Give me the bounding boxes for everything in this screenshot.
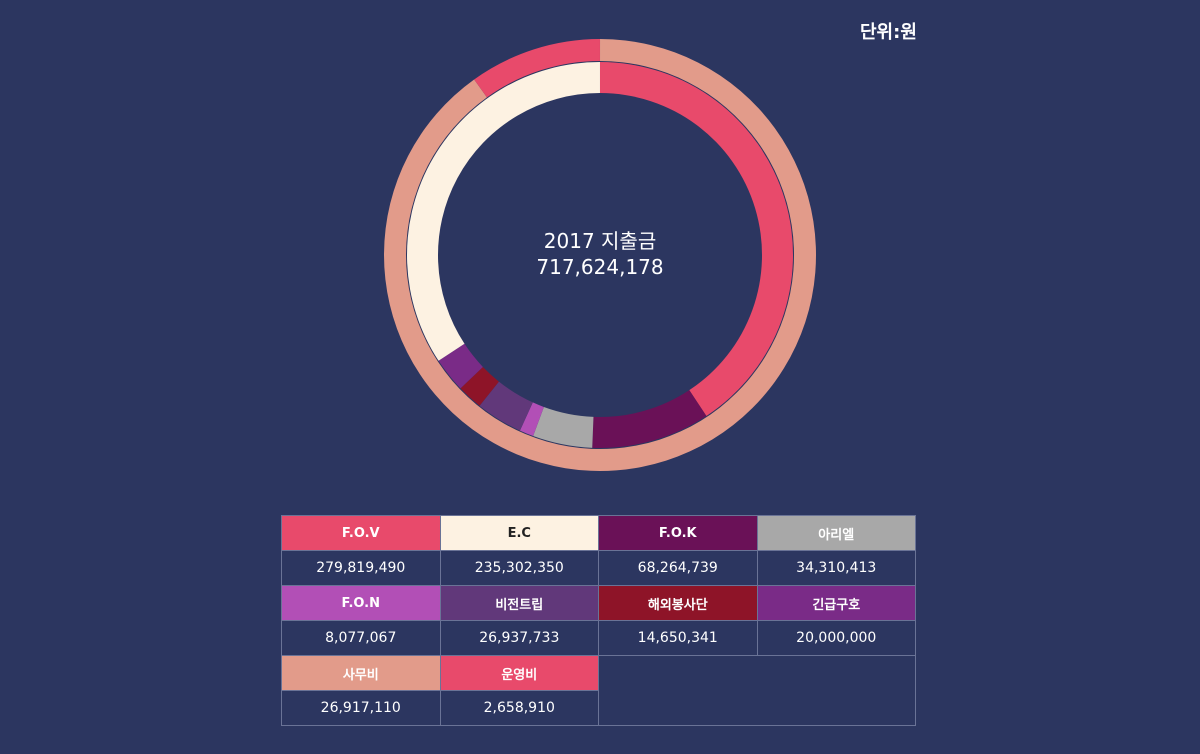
legend-label: F.O.V (281, 515, 441, 551)
legend-label: 해외봉사단 (598, 585, 758, 621)
donut-chart: 2017 지출금 717,624,178 (383, 39, 816, 472)
legend-value: 68,264,739 (598, 550, 758, 586)
inner-slice-7 (406, 62, 600, 361)
legend-value: 26,937,733 (439, 620, 600, 656)
inner-slice-1 (592, 390, 707, 448)
legend-label: 아리엘 (756, 515, 916, 551)
legend-label: 운영비 (439, 655, 600, 691)
legend-value: 8,077,067 (281, 620, 441, 656)
inner-slice-3 (519, 402, 544, 437)
chart-total: 717,624,178 (536, 255, 664, 279)
legend-value: 14,650,341 (598, 620, 758, 656)
legend-value-row: 8,077,067 26,937,733 14,650,341 20,000,000 (281, 620, 916, 656)
legend-label-row: F.O.N 비전트립 해외봉사단 긴급구호 (281, 585, 916, 621)
chart-center-label: 2017 지출금 717,624,178 (450, 228, 750, 280)
inner-slice-6 (438, 343, 483, 389)
legend-value: 26,917,110 (281, 690, 441, 726)
legend-value: 20,000,000 (756, 620, 916, 656)
legend-value-row: 279,819,490 235,302,350 68,264,739 34,310,4… (281, 550, 916, 586)
donut-svg (383, 39, 816, 472)
legend-value: 2,658,910 (439, 690, 600, 726)
legend-value-row: 26,917,110 2,658,910 (281, 690, 916, 726)
legend-label: E.C (439, 515, 600, 551)
unit-label: 단위:원 (860, 22, 917, 43)
legend-label: F.O.N (281, 585, 441, 621)
legend-value: 279,819,490 (281, 550, 441, 586)
legend-label: 비전트립 (439, 585, 600, 621)
legend-label-row: F.O.V E.C F.O.K 아리엘 (281, 515, 916, 551)
legend-table: F.O.V E.C F.O.K 아리엘 279,819,490 235,302,350 68… (281, 515, 916, 726)
legend-value: 235,302,350 (439, 550, 600, 586)
chart-title: 2017 지출금 (543, 229, 657, 253)
legend-label: F.O.K (598, 515, 758, 551)
outer-slice-운영비 (474, 39, 600, 98)
legend-empty-cell (598, 655, 916, 726)
inner-slice-2 (533, 406, 594, 448)
inner-slice-4 (479, 381, 533, 431)
legend-value: 34,310,413 (756, 550, 916, 586)
inner-slice-5 (460, 366, 499, 406)
inner-slice-0 (600, 62, 793, 417)
legend-label: 긴급구호 (756, 585, 916, 621)
legend-label-row: 사무비 운영비 (281, 655, 916, 726)
legend-label: 사무비 (281, 655, 441, 691)
